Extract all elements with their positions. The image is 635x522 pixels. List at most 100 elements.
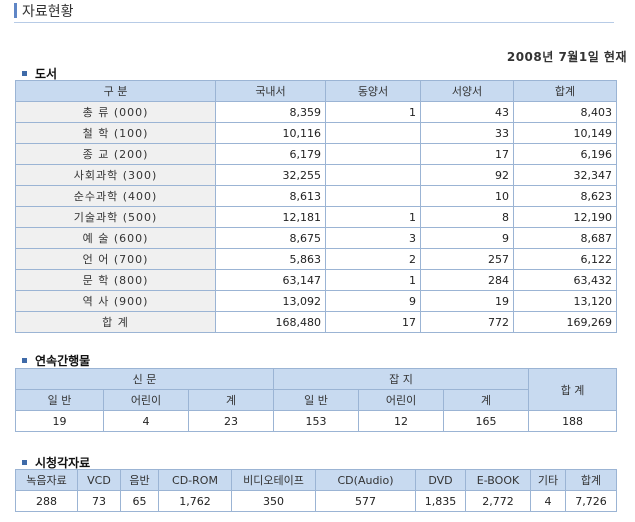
table-cell: 1 — [325, 101, 421, 123]
books-section-heading: 도서 — [22, 65, 57, 82]
table-cell: 8,613 — [215, 185, 326, 207]
av-section-title: 시청각자료 — [35, 456, 91, 470]
av-header-1: VCD — [77, 469, 121, 491]
serials-section-heading: 연속간행물 — [22, 352, 90, 369]
table-cell: 1 — [325, 269, 421, 291]
table-cell: 2 — [325, 248, 421, 270]
table-cell — [325, 122, 421, 144]
magazine-group-header: 잡 지 — [273, 368, 530, 390]
table-row: 합 계 168,480 17 772 169,269 — [15, 311, 617, 333]
category-label: 문 학 (800) — [15, 269, 216, 291]
category-label: 합 계 — [15, 311, 216, 333]
table-cell: 63,432 — [513, 269, 617, 291]
table-cell: 19 — [420, 290, 514, 312]
table-cell: 10,149 — [513, 122, 617, 144]
av-section-heading: 시청각자료 — [22, 454, 90, 471]
av-header-4: 비디오테이프 — [231, 469, 316, 491]
av-header-8: 기타 — [530, 469, 566, 491]
table-row: 문 학 (800) 63,147 1 284 63,432 — [15, 269, 617, 291]
table-cell: 6,122 — [513, 248, 617, 270]
table-cell: 10,116 — [215, 122, 326, 144]
books-table: 구 분 국내서 동양서 서양서 합계 총 류 (000) 8,359 1 43 8,403 철 학 … — [15, 80, 617, 333]
table-cell: 13,120 — [513, 290, 617, 312]
table-cell: 6,196 — [513, 143, 617, 165]
av-value-7: 2,772 — [465, 490, 531, 512]
av-value-2: 65 — [120, 490, 159, 512]
page-title-bar: 자료현황 — [14, 0, 614, 23]
books-header-1: 국내서 — [215, 80, 326, 102]
bullet-square-icon — [22, 460, 27, 465]
serials-table: 신 문 잡 지 합 계 일 반 어린이 계 일 반 어린이 계 19 4 23 … — [14, 368, 618, 432]
title-marker — [14, 3, 17, 18]
table-row: 종 교 (200) 6,179 17 6,196 — [15, 143, 617, 165]
table-cell: 8,403 — [513, 101, 617, 123]
table-cell: 92 — [420, 164, 514, 186]
table-row: 순수과학 (400) 8,613 10 8,623 — [15, 185, 617, 207]
table-cell: 168,480 — [215, 311, 326, 333]
newspaper-general-header: 일 반 — [15, 389, 104, 411]
magazine-general-value: 153 — [273, 410, 360, 432]
newspaper-general-value: 19 — [15, 410, 104, 432]
av-value-3: 1,762 — [158, 490, 232, 512]
magazine-children-header: 어린이 — [358, 389, 445, 411]
table-cell — [325, 164, 421, 186]
table-cell — [325, 185, 421, 207]
newspaper-subtotal-value: 23 — [187, 410, 275, 432]
magazine-children-value: 12 — [358, 410, 445, 432]
table-cell: 1 — [325, 206, 421, 228]
av-header-9: 합계 — [565, 469, 617, 491]
table-cell: 257 — [420, 248, 514, 270]
table-cell: 17 — [420, 143, 514, 165]
av-value-8: 4 — [530, 490, 566, 512]
table-cell: 12,190 — [513, 206, 617, 228]
table-cell: 8,623 — [513, 185, 617, 207]
table-cell: 8 — [420, 206, 514, 228]
books-header-2: 동양서 — [325, 80, 421, 102]
table-cell: 3 — [325, 227, 421, 249]
table-cell: 9 — [420, 227, 514, 249]
books-header-4: 합계 — [513, 80, 617, 102]
av-value-4: 350 — [231, 490, 316, 512]
serials-total-header: 합 계 — [528, 368, 618, 411]
table-cell: 32,255 — [215, 164, 326, 186]
av-value-6: 1,835 — [415, 490, 466, 512]
magazine-subtotal-value: 165 — [443, 410, 530, 432]
table-cell: 33 — [420, 122, 514, 144]
table-row: 역 사 (900) 13,092 9 19 13,120 — [15, 290, 617, 312]
table-cell: 10 — [420, 185, 514, 207]
as-of-date: 2008년 7월1일 현재 — [506, 50, 627, 64]
table-cell: 5,863 — [215, 248, 326, 270]
table-cell: 13,092 — [215, 290, 326, 312]
table-cell: 63,147 — [215, 269, 326, 291]
av-header-6: DVD — [415, 469, 466, 491]
serials-section-title: 연속간행물 — [35, 354, 91, 368]
table-cell: 12,181 — [215, 206, 326, 228]
serials-total-value: 188 — [528, 410, 618, 432]
table-row: 예 술 (600) 8,675 3 9 8,687 — [15, 227, 617, 249]
bullet-square-icon — [22, 71, 27, 76]
av-value-5: 577 — [315, 490, 416, 512]
table-row: 언 어 (700) 5,863 2 257 6,122 — [15, 248, 617, 270]
table-cell: 169,269 — [513, 311, 617, 333]
table-row: 사회과학 (300) 32,255 92 32,347 — [15, 164, 617, 186]
av-table: 녹음자료 VCD 음반 CD-ROM 비디오테이프 CD(Audio) DVD E-BOOK 기… — [15, 469, 617, 512]
av-header-2: 음반 — [120, 469, 159, 491]
books-header-3: 서양서 — [420, 80, 514, 102]
av-value-0: 288 — [15, 490, 78, 512]
table-row: 총 류 (000) 8,359 1 43 8,403 — [15, 101, 617, 123]
newspaper-children-header: 어린이 — [103, 389, 189, 411]
category-label: 순수과학 (400) — [15, 185, 216, 207]
category-label: 종 교 (200) — [15, 143, 216, 165]
av-value-1: 73 — [77, 490, 121, 512]
category-label: 사회과학 (300) — [15, 164, 216, 186]
av-header-3: CD-ROM — [158, 469, 232, 491]
table-cell: 8,687 — [513, 227, 617, 249]
newspaper-subtotal-header: 계 — [187, 389, 275, 411]
table-cell: 6,179 — [215, 143, 326, 165]
category-label: 총 류 (000) — [15, 101, 216, 123]
category-label: 언 어 (700) — [15, 248, 216, 270]
table-cell: 9 — [325, 290, 421, 312]
table-cell: 772 — [420, 311, 514, 333]
table-row: 철 학 (100) 10,116 33 10,149 — [15, 122, 617, 144]
books-header-0: 구 분 — [15, 80, 216, 102]
